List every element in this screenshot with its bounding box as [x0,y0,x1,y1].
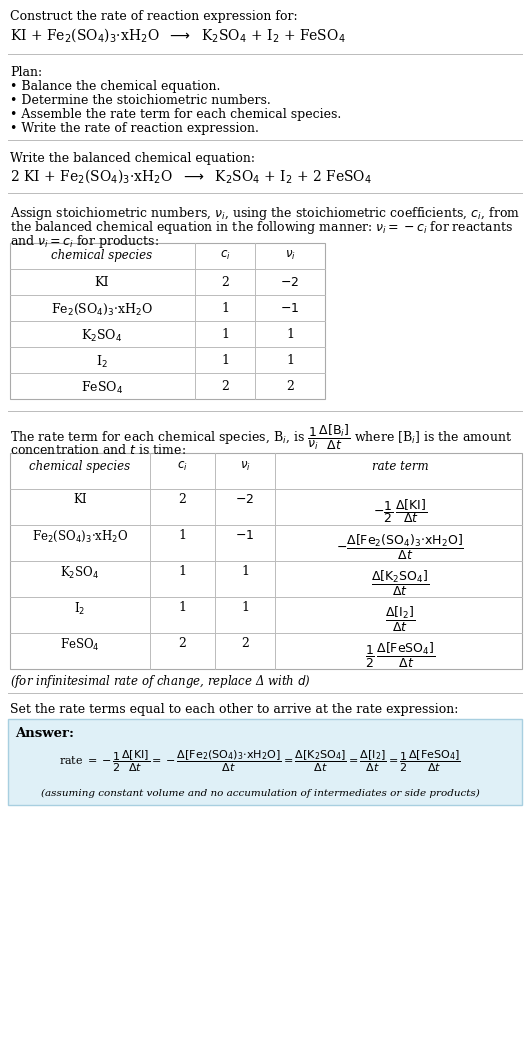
Text: Construct the rate of reaction expression for:: Construct the rate of reaction expressio… [10,10,298,23]
Text: 1: 1 [286,354,294,367]
Text: 1: 1 [221,354,229,367]
Text: FeSO$_4$: FeSO$_4$ [81,380,123,396]
Text: KI: KI [95,276,109,289]
Text: rate term: rate term [372,460,428,473]
Text: 2 KI + Fe$_2$(SO$_4$)$_3$·xH$_2$O  $\longrightarrow$  K$_2$SO$_4$ + I$_2$ + 2 Fe: 2 KI + Fe$_2$(SO$_4$)$_3$·xH$_2$O $\long… [10,167,372,185]
Text: $\dfrac{\Delta[\mathrm{I_2}]}{\Delta t}$: $\dfrac{\Delta[\mathrm{I_2}]}{\Delta t}$ [385,605,415,634]
Text: Set the rate terms equal to each other to arrive at the rate expression:: Set the rate terms equal to each other t… [10,703,458,717]
Text: $c_i$: $c_i$ [219,249,231,263]
Text: 1: 1 [221,328,229,341]
Text: • Balance the chemical equation.: • Balance the chemical equation. [10,79,220,93]
Text: K$_2$SO$_4$: K$_2$SO$_4$ [81,328,122,344]
Text: • Determine the stoichiometric numbers.: • Determine the stoichiometric numbers. [10,94,271,107]
Text: 1: 1 [241,565,249,578]
Text: 2: 2 [286,380,294,393]
Text: K$_2$SO$_4$: K$_2$SO$_4$ [60,565,100,582]
Text: I$_2$: I$_2$ [74,601,86,617]
Text: $-1$: $-1$ [280,302,299,315]
Text: chemical species: chemical species [30,460,130,473]
Text: KI: KI [73,493,87,506]
Text: (for infinitesimal rate of change, replace Δ with $d$): (for infinitesimal rate of change, repla… [10,673,311,690]
Text: 1: 1 [241,601,249,614]
Text: $-\dfrac{\Delta[\mathrm{Fe_2(SO_4)_3{\cdot}xH_2O}]}{\Delta t}$: $-\dfrac{\Delta[\mathrm{Fe_2(SO_4)_3{\cd… [336,533,464,562]
Text: 1: 1 [178,601,186,614]
Text: $c_i$: $c_i$ [176,460,188,473]
Text: 1: 1 [178,529,186,542]
Text: Fe$_2$(SO$_4$)$_3$·xH$_2$O: Fe$_2$(SO$_4$)$_3$·xH$_2$O [32,529,128,544]
Text: $-2$: $-2$ [235,493,254,506]
Text: $\nu_i$: $\nu_i$ [240,460,250,473]
Text: FeSO$_4$: FeSO$_4$ [60,637,100,653]
Text: 2: 2 [178,493,186,506]
Text: $-1$: $-1$ [235,529,254,542]
Text: $-\dfrac{1}{2}\,\dfrac{\Delta[\mathrm{KI}]}{\Delta t}$: $-\dfrac{1}{2}\,\dfrac{\Delta[\mathrm{KI… [373,497,427,525]
Text: 1: 1 [286,328,294,341]
Text: KI + Fe$_2$(SO$_4$)$_3$·xH$_2$O  $\longrightarrow$  K$_2$SO$_4$ + I$_2$ + FeSO$_: KI + Fe$_2$(SO$_4$)$_3$·xH$_2$O $\longri… [10,26,346,44]
Text: Answer:: Answer: [15,727,74,740]
Text: Fe$_2$(SO$_4$)$_3$·xH$_2$O: Fe$_2$(SO$_4$)$_3$·xH$_2$O [51,302,153,317]
Text: • Assemble the rate term for each chemical species.: • Assemble the rate term for each chemic… [10,108,341,121]
Text: • Write the rate of reaction expression.: • Write the rate of reaction expression. [10,122,259,135]
Text: Write the balanced chemical equation:: Write the balanced chemical equation: [10,152,255,165]
Text: The rate term for each chemical species, B$_i$, is $\dfrac{1}{\nu_i}\dfrac{\Delt: The rate term for each chemical species,… [10,423,512,452]
Text: and $\nu_i = c_i$ for products:: and $\nu_i = c_i$ for products: [10,233,159,250]
Text: Assign stoichiometric numbers, $\nu_i$, using the stoichiometric coefficients, $: Assign stoichiometric numbers, $\nu_i$, … [10,205,520,222]
Text: 1: 1 [221,302,229,315]
Bar [10,453,522,669]
Text: 1: 1 [178,565,186,578]
Bar [10,243,325,399]
Text: $-2$: $-2$ [280,276,299,289]
Text: $\nu_i$: $\nu_i$ [285,249,295,263]
Text: $\dfrac{\Delta[\mathrm{K_2SO_4}]}{\Delta t}$: $\dfrac{\Delta[\mathrm{K_2SO_4}]}{\Delta… [371,569,429,598]
Text: $\dfrac{1}{2}\,\dfrac{\Delta[\mathrm{FeSO_4}]}{\Delta t}$: $\dfrac{1}{2}\,\dfrac{\Delta[\mathrm{FeS… [365,641,435,670]
Text: rate $= -\dfrac{1}{2}\dfrac{\Delta[\mathrm{KI}]}{\Delta t} = -\dfrac{\Delta[\mat: rate $= -\dfrac{1}{2}\dfrac{\Delta[\math… [59,749,461,774]
Text: 2: 2 [178,637,186,650]
Text: Plan:: Plan: [10,66,42,79]
Text: the balanced chemical equation in the following manner: $\nu_i = -c_i$ for react: the balanced chemical equation in the fo… [10,219,513,236]
Text: chemical species: chemical species [51,249,153,262]
FancyBboxPatch shape [8,719,522,805]
Text: concentration and $t$ is time:: concentration and $t$ is time: [10,444,186,457]
Text: (assuming constant volume and no accumulation of intermediates or side products): (assuming constant volume and no accumul… [41,789,479,798]
Text: 2: 2 [241,637,249,650]
Text: 2: 2 [221,380,229,393]
Text: I$_2$: I$_2$ [96,354,108,370]
Text: 2: 2 [221,276,229,289]
